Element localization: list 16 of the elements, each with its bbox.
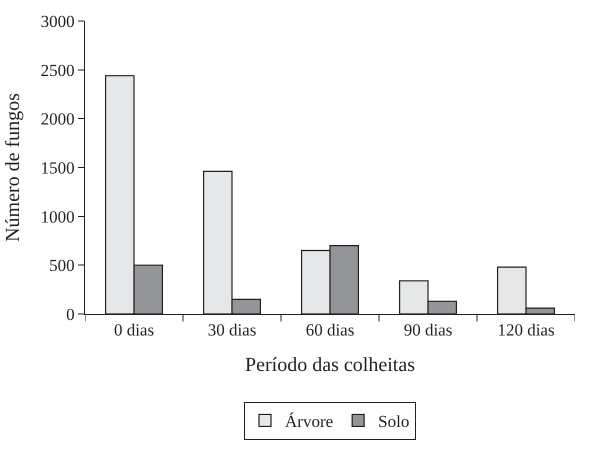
y-tick-label: 2000 xyxy=(40,110,75,129)
legend-label: Árvore xyxy=(285,412,334,432)
x-axis-title: Período das colheitas xyxy=(245,354,416,376)
x-tick-label: 60 dias xyxy=(306,320,354,340)
y-tick-label: 2500 xyxy=(40,60,75,80)
y-tick-label: 3000 xyxy=(40,12,75,31)
x-tick-label: 90 dias xyxy=(404,320,452,340)
x-tick-label: 0 dias xyxy=(114,320,154,340)
y-tick-label: 0 xyxy=(66,304,75,324)
y-tick-label: 1500 xyxy=(40,158,75,178)
legend-label: Solo xyxy=(378,412,410,432)
x-tick-label: 30 dias xyxy=(208,320,256,340)
y-tick-label: 500 xyxy=(49,256,75,276)
y-tick-label: 1000 xyxy=(40,207,75,226)
y-axis-title: Número de fungos xyxy=(2,92,24,242)
x-tick-label: 120 dias xyxy=(497,320,555,340)
